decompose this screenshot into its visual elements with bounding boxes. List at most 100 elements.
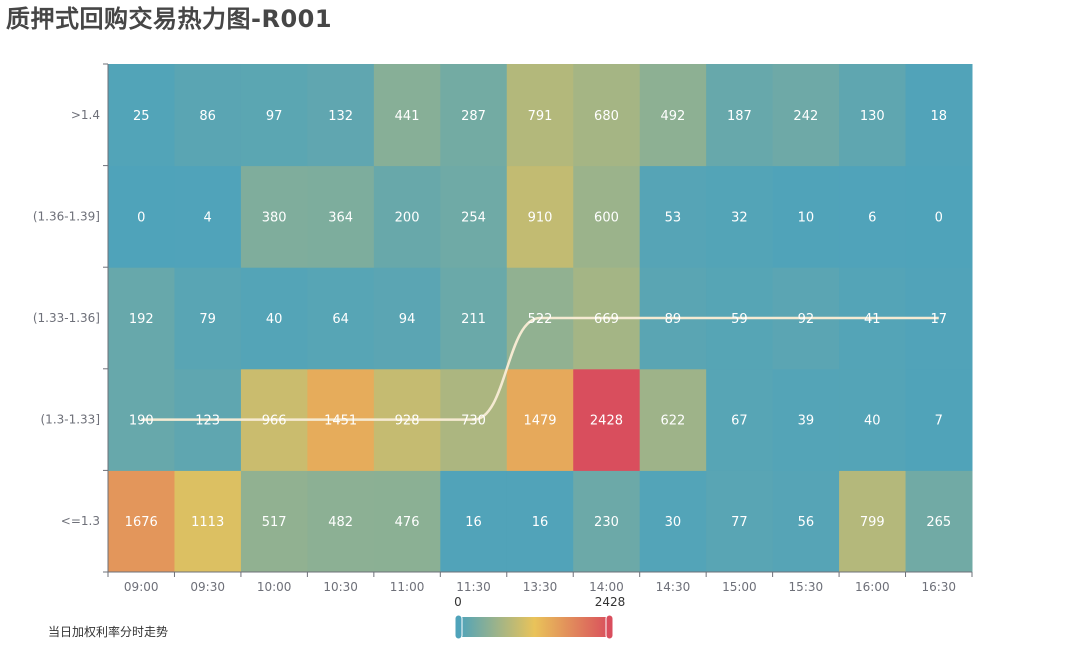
heatmap-cell[interactable] xyxy=(240,470,308,573)
cell-value: 32 xyxy=(731,210,748,225)
heatmap-cell[interactable] xyxy=(307,267,375,370)
x-axis-label: 15:30 xyxy=(789,580,824,594)
heatmap-cell[interactable] xyxy=(905,64,973,167)
x-axis-label: 16:00 xyxy=(855,580,890,594)
cell-value: 64 xyxy=(332,312,349,327)
heatmap-cell[interactable] xyxy=(839,64,907,167)
heatmap-cell[interactable] xyxy=(706,368,774,471)
heatmap-cell[interactable] xyxy=(772,64,840,167)
heatmap-cell[interactable] xyxy=(373,470,441,573)
x-axis-label: 09:30 xyxy=(190,580,225,594)
cell-value: 17 xyxy=(930,312,947,327)
cell-value: 254 xyxy=(461,210,486,225)
heatmap-cell[interactable] xyxy=(440,165,508,268)
heatmap-cell[interactable] xyxy=(573,165,641,268)
heatmap-cell[interactable] xyxy=(307,470,375,573)
visual-map-bar[interactable] xyxy=(459,617,610,637)
x-axis-label: 09:00 xyxy=(124,580,159,594)
x-axis-label: 14:30 xyxy=(656,580,691,594)
cell-value: 25 xyxy=(133,109,150,124)
heatmap-cell[interactable] xyxy=(905,368,973,471)
cell-value: 16 xyxy=(532,515,549,530)
visual-map-handle-max[interactable] xyxy=(605,614,614,640)
cell-value: 59 xyxy=(731,312,748,327)
cell-value: 730 xyxy=(461,414,486,429)
heatmap-cell[interactable] xyxy=(373,267,441,370)
heatmap-cell[interactable] xyxy=(174,64,242,167)
heatmap-cell[interactable] xyxy=(573,64,641,167)
cell-value: 97 xyxy=(266,109,283,124)
heatmap-cell[interactable] xyxy=(240,267,308,370)
heatmap-cell[interactable] xyxy=(839,165,907,268)
heatmap-cell[interactable] xyxy=(772,368,840,471)
heatmap-cell[interactable] xyxy=(174,470,242,573)
heatmap-cell[interactable] xyxy=(108,470,175,573)
heatmap-cell[interactable] xyxy=(506,368,574,471)
heatmap-cell[interactable] xyxy=(108,64,175,167)
cell-value: 16 xyxy=(465,515,482,530)
y-axis-label: <=1.3 xyxy=(61,514,100,528)
heatmap-cell[interactable] xyxy=(905,165,973,268)
cell-value: 39 xyxy=(798,414,815,429)
heatmap-cell[interactable] xyxy=(506,64,574,167)
cell-value: 799 xyxy=(860,515,885,530)
cell-value: 40 xyxy=(266,312,283,327)
cell-value: 40 xyxy=(864,414,881,429)
y-axis-label: (1.36-1.39] xyxy=(33,209,100,223)
cell-value: 211 xyxy=(461,312,486,327)
x-axis-label: 15:00 xyxy=(722,580,757,594)
heatmap-cell[interactable] xyxy=(240,165,308,268)
heatmap-cell[interactable] xyxy=(506,470,574,573)
heatmap-cell[interactable] xyxy=(108,165,175,268)
cell-value: 441 xyxy=(395,109,420,124)
heatmap-cell[interactable] xyxy=(905,470,973,573)
cell-value: 928 xyxy=(395,414,420,429)
heatmap-cell[interactable] xyxy=(440,64,508,167)
cell-value: 230 xyxy=(594,515,619,530)
heatmap-cell[interactable] xyxy=(174,267,242,370)
heatmap-cell[interactable] xyxy=(639,470,707,573)
cell-value: 89 xyxy=(665,312,682,327)
heatmap-cell[interactable] xyxy=(440,267,508,370)
heatmap-cell[interactable] xyxy=(174,165,242,268)
cell-value: 192 xyxy=(129,312,154,327)
cell-value: 30 xyxy=(665,515,682,530)
x-axis-label: 11:00 xyxy=(390,580,425,594)
visual-map-max-label: 2428 xyxy=(595,595,626,609)
chart-title: 质押式回购交易热力图-R001 xyxy=(6,5,333,33)
cell-value: 492 xyxy=(661,109,686,124)
heatmap-cell[interactable] xyxy=(639,368,707,471)
heatmap-cell[interactable] xyxy=(839,368,907,471)
heatmap-cell[interactable] xyxy=(440,470,508,573)
heatmap-cell[interactable] xyxy=(839,470,907,573)
visual-map[interactable]: 0 2428 xyxy=(454,595,626,640)
heatmap-cell[interactable] xyxy=(108,267,175,370)
visual-map-handle-min[interactable] xyxy=(454,614,463,640)
heatmap-cell[interactable] xyxy=(639,165,707,268)
cell-value: 86 xyxy=(199,109,216,124)
y-axis-label: >1.4 xyxy=(71,108,100,122)
cell-value: 56 xyxy=(798,515,815,530)
cell-value: 187 xyxy=(727,109,752,124)
heatmap-cell[interactable] xyxy=(373,64,441,167)
heatmap-cell[interactable] xyxy=(772,165,840,268)
heatmap-cell[interactable] xyxy=(307,64,375,167)
cell-value: 190 xyxy=(129,414,154,429)
heatmap-cell[interactable] xyxy=(573,368,641,471)
heatmap-cell[interactable] xyxy=(307,165,375,268)
y-axis-label: (1.33-1.36] xyxy=(33,311,100,325)
heatmap-cell[interactable] xyxy=(772,470,840,573)
cell-value: 10 xyxy=(798,210,815,225)
heatmap-cell[interactable] xyxy=(373,165,441,268)
heatmap-cell[interactable] xyxy=(573,470,641,573)
heatmap-cell[interactable] xyxy=(706,165,774,268)
heatmap-cell[interactable] xyxy=(706,470,774,573)
heatmap-cell[interactable] xyxy=(706,64,774,167)
cell-value: 242 xyxy=(793,109,818,124)
cell-value: 67 xyxy=(731,414,748,429)
heatmap-cell[interactable] xyxy=(639,64,707,167)
cell-value: 0 xyxy=(137,210,145,225)
heatmap-cell[interactable] xyxy=(506,165,574,268)
heatmap-cell[interactable] xyxy=(240,64,308,167)
rate-trend-path xyxy=(141,316,939,421)
